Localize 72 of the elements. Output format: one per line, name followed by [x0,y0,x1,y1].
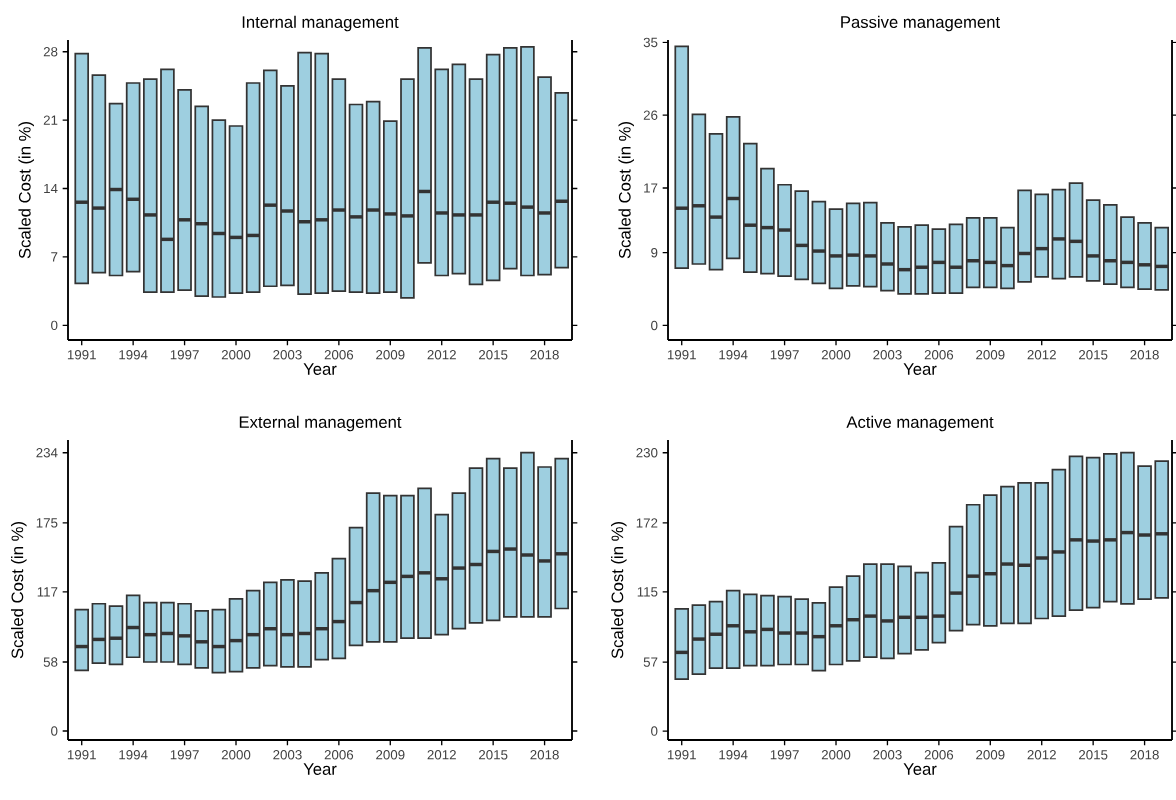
x-tick-label: 1997 [170,350,199,360]
y-tick-label: 7 [51,252,58,262]
y-tick-label: 35 [643,37,658,48]
x-tick-label: 2009 [976,750,1005,760]
x-tick-label: 2003 [873,350,902,360]
y-tick-label: 172 [636,518,658,528]
x-tick-label: 2006 [324,750,354,760]
chart-title: Internal management [242,15,399,32]
x-tick-label: 1994 [119,350,148,360]
x-tick-label: 1997 [770,350,799,360]
chart-title: External management [239,415,402,432]
y-tick-label: 0 [51,726,58,736]
x-tick-label: 2000 [821,750,851,760]
x-tick-label: 2000 [221,350,251,360]
x-tick-label: 1991 [67,750,96,760]
x-tick-label: 1994 [119,750,148,760]
y-tick-label: 28 [43,47,58,57]
x-tick-label: 2009 [376,350,405,360]
x-tick-label: 2000 [821,350,851,360]
x-tick-label: 1997 [170,750,199,760]
x-axis-title: Year [903,763,937,775]
y-tick-label: 14 [44,183,58,194]
x-tick-label: 1994 [719,750,748,760]
y-tick-label: 115 [637,587,658,597]
x-tick-label: 2018 [1130,750,1159,760]
y-tick-label: 57 [643,657,658,667]
x-tick-label: 2012 [1027,350,1056,360]
y-tick-label: 117 [37,587,58,597]
x-tick-label: 2015 [478,350,508,360]
y-tick-label: 175 [36,518,58,528]
x-tick-label: 2003 [873,750,902,760]
x-tick-label: 2015 [1078,350,1108,360]
x-axis-title: Year [303,363,337,375]
x-tick-label: 2015 [478,750,508,760]
x-tick-label: 2003 [273,750,302,760]
x-tick-label: 1991 [667,350,696,360]
x-tick-label: 2012 [1027,750,1056,760]
y-axis-title: Scaled Cost (in %) [611,522,627,659]
x-tick-label: 1991 [67,350,96,360]
y-tick-label: 58 [43,657,58,667]
x-tick-label: 2006 [924,350,954,360]
x-tick-label: 2012 [427,750,456,760]
x-tick-label: 2018 [530,350,559,360]
x-tick-label: 1997 [770,750,799,760]
x-axis-title: Year [303,763,337,775]
x-tick-label: 2009 [376,750,405,760]
x-tick-label: 2006 [324,350,354,360]
x-tick-label: 2009 [976,350,1005,360]
y-tick-label: 26 [643,110,658,120]
y-tick-label: 230 [636,448,658,458]
y-tick-label: 0 [651,320,658,331]
x-tick-label: 2012 [427,350,456,360]
y-tick-label: 17 [644,183,658,193]
y-tick-label: 21 [43,115,58,125]
x-tick-label: 2006 [924,750,954,760]
chart-title: Active management [846,415,994,432]
chart-title: Passive management [841,15,1000,32]
x-tick-label: 2015 [1078,750,1108,760]
y-tick-label: 0 [651,726,658,736]
x-tick-label: 2018 [1130,350,1159,360]
x-axis-title: Year [903,363,937,375]
x-tick-label: 2018 [530,750,559,760]
x-tick-label: 1994 [719,350,748,360]
y-tick-label: 9 [651,247,658,258]
y-axis-title: Scaled Cost (in %) [18,122,34,259]
y-axis-title: Scaled Cost (in %) [618,122,634,259]
x-tick-label: 2000 [221,750,251,760]
x-tick-label: 2003 [273,350,302,360]
x-tick-label: 1991 [667,750,696,760]
y-tick-label: 234 [36,448,58,458]
y-tick-label: 0 [51,320,58,331]
y-axis-title: Scaled Cost (in %) [11,522,27,659]
